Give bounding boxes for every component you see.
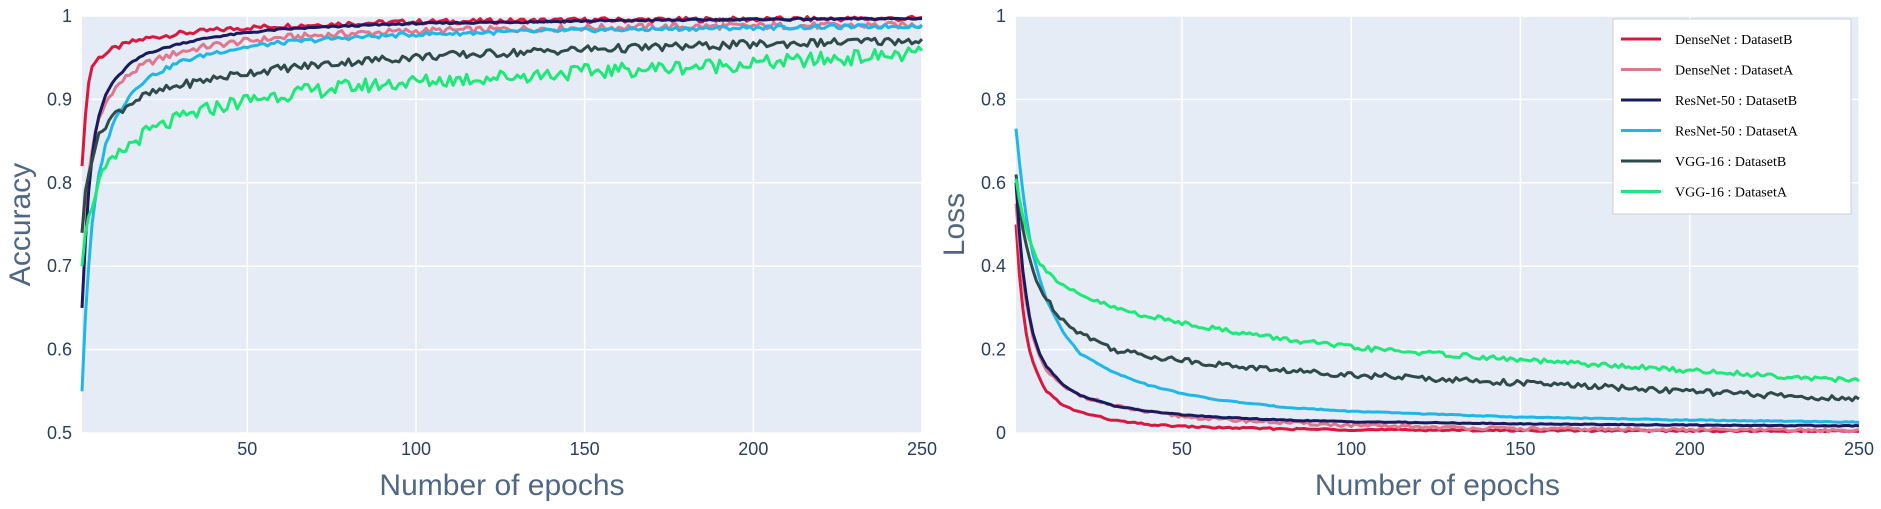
y-tick-label: 0.5 [47,423,72,443]
series-line-resnet-50-dataseta [1014,128,1860,424]
legend-label: ResNet-50 : DatasetB [1675,94,1797,109]
y-tick-label: 0.6 [47,340,72,360]
legend-label: VGG-16 : DatasetA [1675,186,1788,201]
x-tick-label: 100 [1336,439,1366,459]
series-line-resnet-50-datasetb [80,16,923,308]
legend-label: VGG-16 : DatasetB [1675,155,1786,170]
legend: DenseNet : DatasetB DenseNet : DatasetA Re… [1612,18,1852,215]
x-tick-label: 50 [237,439,257,459]
series-line-densenet-datasetb [1014,224,1860,434]
x-axis-title: Number of epochs [379,469,624,502]
y-tick-label: 1 [62,6,72,26]
y-tick-label: 0.8 [47,173,72,193]
x-tick-label: 100 [401,439,431,459]
series-line-vgg-16-datasetb [80,36,924,233]
series-line-vgg-16-dataseta [1014,178,1860,384]
x-tick-label: 250 [1844,439,1874,459]
y-tick-label: 0.7 [47,256,72,276]
y-tick-label: 0 [996,423,1006,443]
y-tick-label: 0.2 [981,340,1006,360]
x-tick-label: 250 [907,439,937,459]
series-line-resnet-50-dataseta [80,23,923,392]
legend-label: DenseNet : DatasetA [1675,64,1794,79]
y-tick-label: 0.9 [47,89,72,109]
legend-label: DenseNet : DatasetB [1675,33,1792,48]
y-tick-label: 1 [996,6,1006,26]
y-tick-label: 0.8 [981,89,1006,109]
y-axis-title: Loss [938,193,971,256]
x-tick-label: 50 [1172,439,1192,459]
x-tick-label: 150 [570,439,600,459]
legend-label: ResNet-50 : DatasetA [1675,125,1799,140]
series-line-resnet-50-datasetb [1014,182,1860,428]
y-tick-label: 0.6 [981,173,1006,193]
x-tick-label: 200 [1675,439,1705,459]
plot-background [82,16,922,433]
x-tick-label: 150 [1505,439,1535,459]
y-axis-title: Accuracy [4,163,37,286]
x-axis-title: Number of epochs [1315,469,1560,502]
legend-box [1612,18,1852,215]
x-tick-label: 200 [738,439,768,459]
series-line-vgg-16-datasetb [1014,174,1860,403]
series-line-vgg-16-dataseta [80,45,924,267]
y-tick-label: 0.4 [981,256,1006,276]
